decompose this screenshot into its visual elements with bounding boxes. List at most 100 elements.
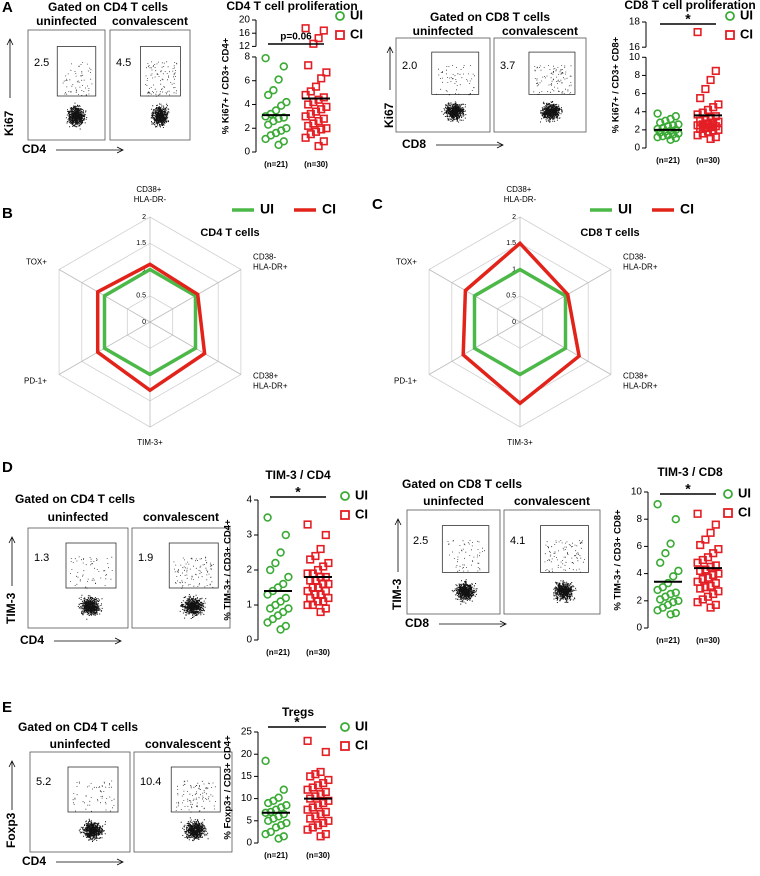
data-point (706, 581, 715, 590)
data-point (261, 112, 270, 121)
data-point (313, 801, 323, 810)
category-label: PD-1+ (24, 377, 47, 386)
legend-label: CI (680, 201, 694, 217)
data-point (321, 807, 330, 817)
y-tick-label: 4 (244, 99, 250, 110)
data-point (317, 125, 326, 134)
x-tick-label: (n=30) (306, 648, 330, 657)
data-point (263, 590, 272, 599)
chart-title: TIM-3 / CD4 (265, 468, 331, 482)
r-tick-label: 2 (142, 214, 146, 221)
r-tick-label: 1 (512, 266, 516, 273)
data-point (301, 24, 310, 33)
flow-gate-value: 10.4 (140, 776, 161, 788)
flow-x-arrowhead (496, 141, 504, 149)
legend-label: UI (355, 718, 368, 733)
legend-label: UI (618, 201, 632, 217)
legend-marker (335, 30, 345, 40)
flow-title: Gated on CD4 T cells (18, 720, 138, 734)
flow-gate (139, 46, 181, 97)
y-tick-label: 4 (634, 106, 640, 117)
flow-gate (528, 51, 576, 95)
y-tick-label: 0 (246, 635, 252, 646)
y-tick-label: 10 (241, 793, 253, 804)
data-point (319, 798, 328, 808)
x-tick-label: (n=30) (306, 851, 330, 860)
flow-box (493, 37, 587, 133)
data-point (711, 520, 720, 529)
legend-marker (340, 491, 350, 501)
cell-dots (70, 556, 113, 620)
r-tick-label: 0 (512, 319, 516, 326)
data-point (266, 604, 275, 613)
data-point (306, 555, 315, 564)
data-point (658, 132, 667, 141)
flow-x-label: CD4 (22, 142, 46, 156)
data-point (653, 606, 662, 615)
data-point (319, 93, 328, 102)
data-point (319, 137, 328, 146)
data-point (693, 27, 702, 37)
chart-title: Tregs (282, 705, 314, 719)
y-tick-label: 4 (636, 568, 642, 579)
flow-y-arrowhead (8, 536, 16, 544)
legend-marker (340, 510, 350, 520)
chart-title: CD4 T cell proliferation (226, 0, 357, 13)
data-point (663, 578, 673, 588)
legend-label: UI (740, 7, 753, 22)
y-tick-label: 6 (634, 88, 640, 99)
data-point (701, 535, 710, 544)
chart-title: TIM-3 / CD8 (657, 465, 723, 479)
data-point (674, 566, 683, 576)
data-point (655, 558, 665, 567)
significance-label: * (685, 481, 691, 497)
y-tick-label: 0 (636, 623, 642, 634)
data-point (316, 810, 325, 819)
flow-box (503, 509, 601, 615)
data-point (263, 513, 272, 522)
flow-group-label: convalescent (514, 494, 590, 508)
y-tick-label: 16 (629, 42, 641, 53)
flow-group-label: convalescent (143, 510, 219, 524)
data-point (279, 785, 288, 794)
data-point (311, 127, 321, 136)
cell-dots (72, 780, 115, 842)
data-point (321, 747, 330, 757)
legend-marker (723, 489, 733, 499)
data-point (653, 132, 662, 142)
data-point (316, 832, 325, 841)
flow-gate-value: 3.7 (500, 60, 515, 72)
radar-line (461, 240, 582, 406)
y-tick-label: 20 (239, 15, 251, 26)
category-label: TOX+ (26, 258, 47, 267)
radar-line (95, 262, 207, 393)
data-point (314, 95, 323, 104)
x-tick-label: (n=21) (264, 160, 288, 169)
r-tick-label: 0 (142, 319, 146, 326)
y-tick-label: 25 (241, 727, 253, 738)
flow-x-label: CD8 (405, 616, 429, 630)
x-tick-label: (n=21) (656, 156, 680, 165)
legend-label: CI (738, 504, 751, 519)
y-tick-label: 2 (246, 565, 252, 576)
data-point (666, 610, 675, 619)
data-point (301, 133, 310, 142)
flow-gate-value: 5.2 (36, 776, 51, 788)
category-label: TIM-3+ (137, 438, 163, 447)
data-point (322, 68, 331, 77)
r-tick-label: 2 (512, 214, 516, 221)
y-tick-label: 4 (246, 495, 252, 506)
flow-gate (65, 542, 117, 589)
data-point (666, 135, 675, 145)
radar-line (472, 267, 568, 377)
data-point (311, 812, 320, 821)
y-tick-label: 8 (634, 70, 640, 81)
cell-dots (544, 540, 585, 603)
data-point (314, 117, 323, 126)
flow-x-label: CD8 (402, 137, 426, 151)
flow-x-arrowhead (499, 620, 507, 628)
flow-y-label: TIM-3 (4, 592, 18, 624)
flow-y-label: Ki67 (382, 102, 396, 128)
significance-label: * (685, 11, 691, 27)
data-point (324, 816, 333, 825)
